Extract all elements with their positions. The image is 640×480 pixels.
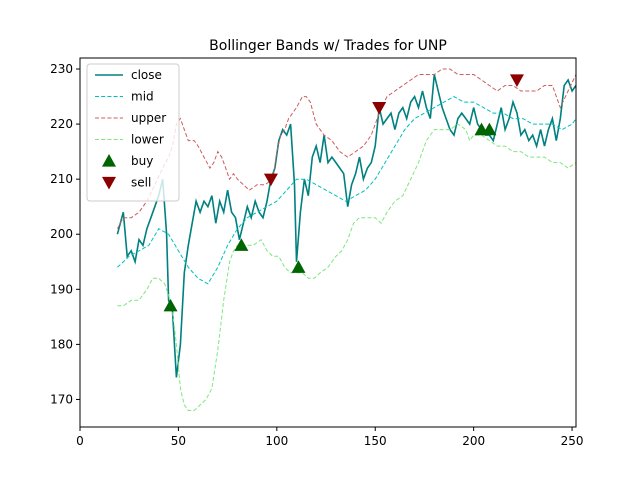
legend-label-upper: upper: [131, 111, 166, 125]
legend-label-mid: mid: [131, 90, 154, 104]
y-tick-label: 170: [50, 392, 73, 406]
x-axis: 0 50 100 150 200 250: [76, 427, 584, 448]
x-tick-label: 100: [265, 434, 288, 448]
series-line-close: [116, 74, 576, 378]
legend-label-sell: sell: [131, 176, 151, 190]
sell-marker: [372, 101, 387, 115]
buy-marker: [482, 122, 497, 136]
y-tick-label: 180: [50, 337, 73, 351]
marker-layer: [163, 74, 524, 312]
buy-marker: [291, 260, 306, 273]
y-tick-label: 210: [50, 172, 73, 186]
series-line-lower: [117, 123, 576, 411]
y-tick-label: 220: [50, 117, 73, 131]
legend: close mid upper lower buy sell: [86, 63, 180, 202]
plot-frame: [79, 57, 577, 428]
legend-swatch-sell: [102, 176, 116, 190]
legend-label-close: close: [131, 68, 162, 82]
x-tick-label: 50: [171, 434, 186, 448]
legend-label-buy: buy: [131, 154, 153, 168]
buy-marker: [163, 298, 178, 312]
y-tick-label: 230: [50, 62, 73, 76]
sell-marker: [509, 74, 524, 88]
series-line-upper: [116, 68, 576, 229]
series-line-mid: [117, 96, 576, 285]
x-tick-label: 250: [561, 434, 584, 448]
y-axis: 170 180 190 200 210 220 230: [50, 62, 80, 406]
sell-marker: [263, 173, 278, 187]
legend-label-lower: lower: [131, 133, 164, 147]
x-tick-label: 150: [364, 434, 387, 448]
chart-title: Bollinger Bands w/ Trades for UNP: [209, 38, 447, 54]
legend-box: [86, 63, 180, 202]
y-tick-label: 190: [50, 282, 73, 296]
y-tick-label: 200: [50, 227, 73, 241]
x-tick-label: 0: [76, 434, 84, 448]
x-tick-label: 200: [462, 434, 485, 448]
series-layer: [116, 68, 576, 411]
buy-marker: [234, 238, 249, 251]
legend-swatch-buy: [102, 154, 116, 167]
